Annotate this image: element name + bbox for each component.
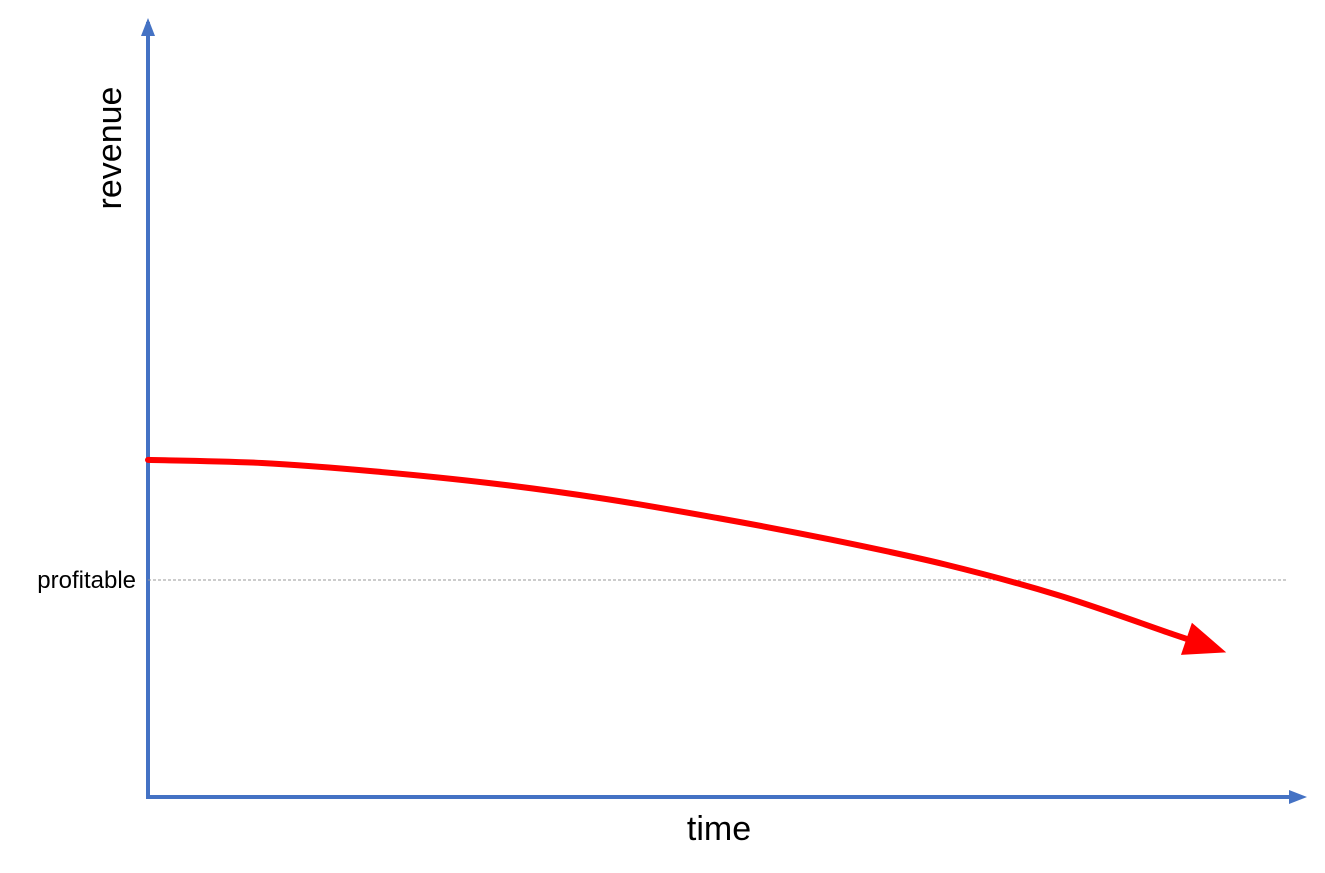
y-axis-title: revenue <box>91 87 129 210</box>
trend-arrowhead-icon <box>1180 622 1227 655</box>
profitable-label: profitable <box>37 567 136 594</box>
x-axis-title: time <box>687 810 751 848</box>
y-axis-arrow-icon <box>141 18 155 36</box>
x-axis-arrow-icon <box>1289 790 1307 804</box>
revenue-trend-line <box>145 456 1211 649</box>
